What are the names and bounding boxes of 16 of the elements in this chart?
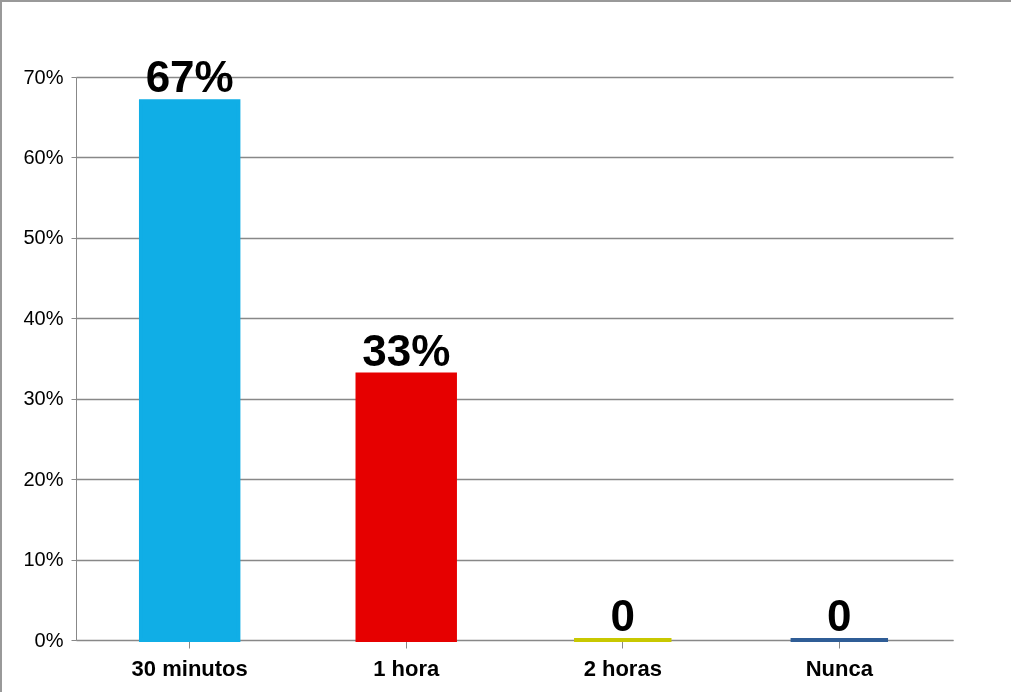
y-tick-label: 60% [23, 145, 64, 168]
y-tick-label: 70% [23, 65, 64, 88]
y-tick-label: 40% [23, 306, 64, 329]
data-label: 0 [827, 591, 852, 640]
y-tick-label: 50% [23, 226, 64, 249]
y-tick-label: 30% [23, 387, 64, 410]
x-tick-label: 30 minutos [131, 655, 248, 681]
x-tick-label: Nunca [805, 655, 874, 681]
y-tick-label: 0% [34, 628, 64, 651]
data-label: 0 [610, 591, 636, 640]
data-label: 33% [362, 325, 451, 375]
y-tick-label: 20% [23, 467, 64, 490]
y-tick-label: 10% [23, 548, 64, 571]
x-tick-label: 2 horas [583, 655, 662, 681]
x-tick-label: 1 hora [373, 655, 440, 681]
data-label: 67% [145, 52, 234, 102]
